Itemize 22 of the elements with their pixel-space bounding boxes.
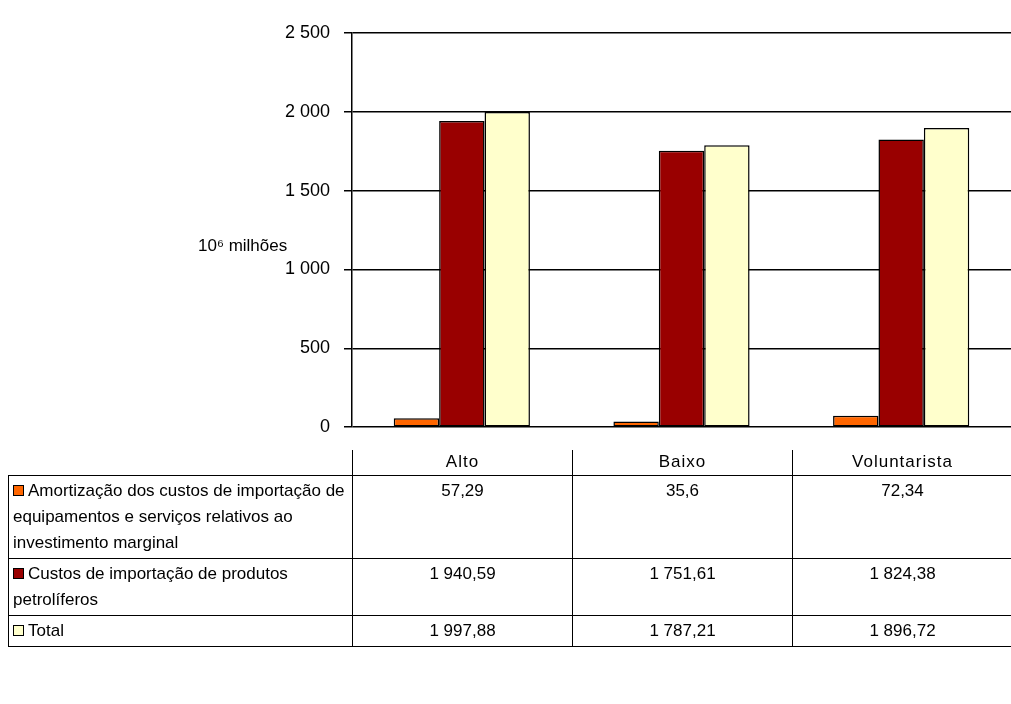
y-tick-label: 0 <box>319 416 330 437</box>
data-label: 1 787,21 <box>572 615 793 646</box>
y-tick-label: 2 500 <box>284 21 330 42</box>
data-label: 1 997,88 <box>352 615 573 646</box>
data-label: 72,34 <box>792 475 1011 558</box>
data-label: 1 896,72 <box>792 615 1011 646</box>
y-tick-label: 1 500 <box>284 179 330 200</box>
legend-label: Amortização dos custos de importação de equipamentos e serviços relativos ao investimento marginal <box>8 475 353 558</box>
y-tick-label: 500 <box>299 337 330 358</box>
x-tick-label: Baixo <box>572 450 793 475</box>
y-tick-label: 1 000 <box>284 258 330 279</box>
data-label: 35,6 <box>572 475 793 558</box>
data-label: 57,29 <box>352 475 573 558</box>
data-label: 1 940,59 <box>352 558 573 615</box>
legend-label: Total <box>8 615 353 646</box>
legend-label: Custos de importação de produtos petrolíferos <box>8 558 353 615</box>
data-label: 1 824,38 <box>792 558 1011 615</box>
data-label: 1 751,61 <box>572 558 793 615</box>
y-axis-title: 10⁶ milhões <box>198 236 288 256</box>
y-tick-label: 2 000 <box>284 100 330 121</box>
x-tick-label: Alto <box>352 450 573 475</box>
x-tick-label: Voluntarista <box>792 450 1011 475</box>
